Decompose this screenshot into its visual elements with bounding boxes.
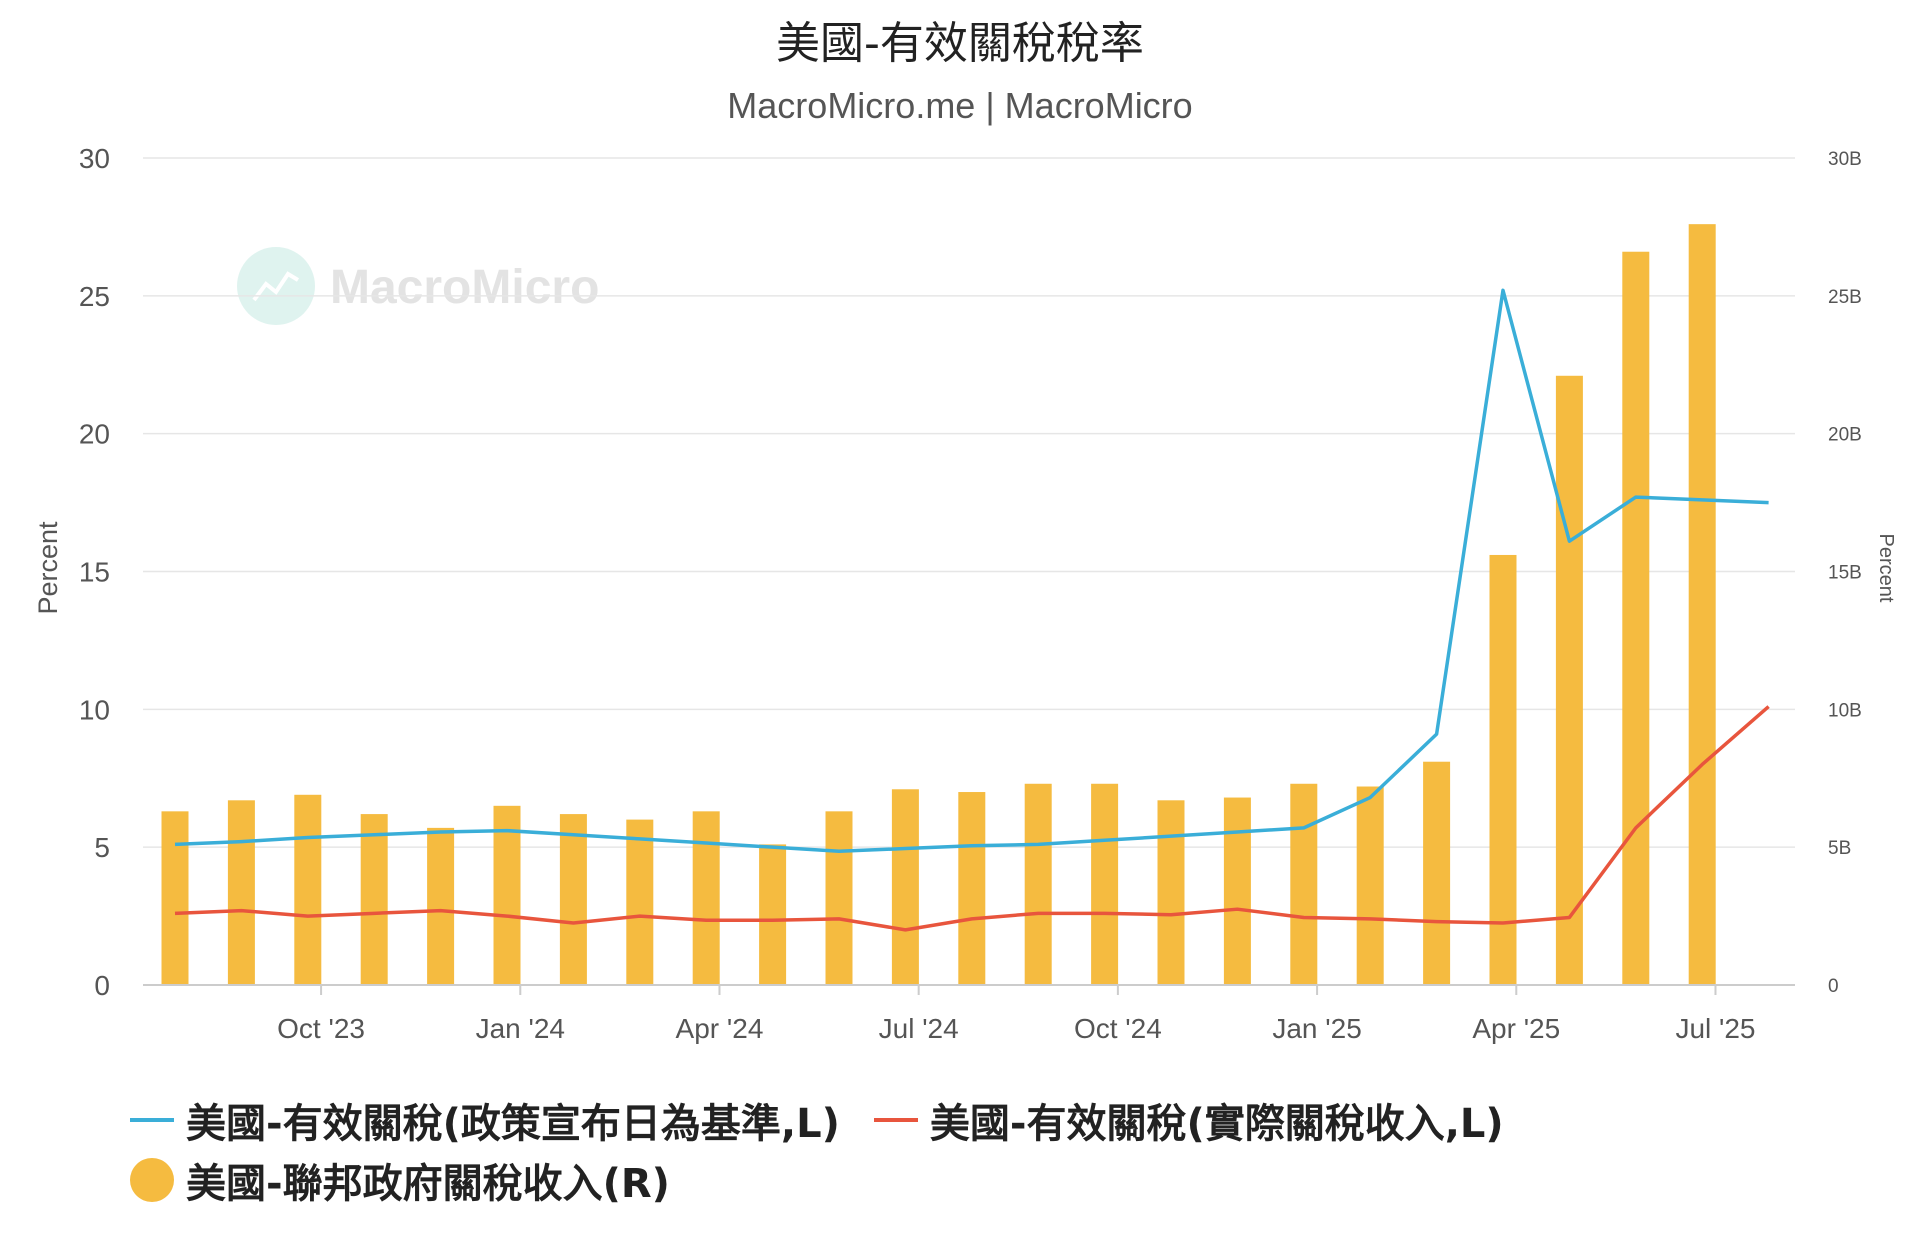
- y-tick-left: 20: [79, 419, 110, 450]
- bar: [360, 814, 388, 985]
- bar: [1024, 783, 1052, 985]
- chart-subtitle: MacroMicro.me | MacroMicro: [727, 85, 1192, 126]
- legend-swatch-actual: [873, 1118, 918, 1122]
- watermark-logo: MacroMicro: [237, 247, 599, 325]
- bar: [1223, 797, 1251, 985]
- bar-series: [161, 224, 1716, 985]
- bar: [1688, 224, 1716, 985]
- bar: [825, 811, 853, 985]
- bar: [1091, 783, 1119, 985]
- x-tick-label: Jan '24: [476, 1013, 565, 1044]
- bar: [1157, 800, 1185, 985]
- y-tick-left: 10: [79, 694, 110, 725]
- bar: [1555, 375, 1583, 985]
- bar: [1489, 554, 1517, 985]
- y-tick-left: 25: [79, 281, 110, 312]
- bar: [1423, 761, 1451, 985]
- legend-label-actual: 美國-有效關稅(實際關稅收入,L): [929, 1101, 1504, 1147]
- watermark-icon: [237, 247, 315, 325]
- x-tick-label: Oct '23: [277, 1013, 365, 1044]
- bar: [161, 811, 189, 985]
- y-tick-left: 0: [94, 970, 110, 1001]
- legend-item-policy[interactable]: 美國-有效關稅(政策宣布日為基準,L): [130, 1091, 840, 1149]
- bar: [294, 794, 322, 985]
- legend-label-policy: 美國-有效關稅(政策宣布日為基準,L): [186, 1101, 840, 1147]
- x-tick-label: Apr '25: [1472, 1013, 1560, 1044]
- legend-swatch-revenue: [130, 1158, 174, 1202]
- y-tick-right: 0: [1828, 976, 1839, 997]
- y-tick-right: 10B: [1828, 700, 1862, 721]
- chart-title: 美國-有效關稅稅率: [776, 18, 1144, 69]
- y-tick-right: 15B: [1828, 563, 1862, 584]
- bar: [958, 792, 986, 985]
- line-series: [174, 288, 1770, 932]
- bar: [227, 800, 255, 985]
- legend-item-actual[interactable]: 美國-有效關稅(實際關稅收入,L): [873, 1091, 1504, 1149]
- bar: [759, 844, 787, 985]
- gridlines: [143, 157, 1795, 848]
- y-axis-right-title: Percent: [1875, 534, 1897, 603]
- x-tick-label: Jan '25: [1272, 1013, 1361, 1044]
- axes: 0 5 10 15 20 25 30 0 5B 10B 15B 20B 25B 30B Oct '23 Jan…: [79, 143, 1862, 1044]
- legend-label-revenue: 美國-聯邦政府關稅收入(R): [186, 1161, 670, 1207]
- bar: [1356, 786, 1384, 985]
- y-tick-right: 25B: [1828, 287, 1862, 308]
- y-tick-right: 20B: [1828, 425, 1862, 446]
- legend: 美國-有效關稅(政策宣布日為基準,L) 美國-有效關稅(實際關稅收入,L) 美國…: [130, 1090, 1830, 1210]
- bar: [1290, 783, 1318, 985]
- series-line: [174, 288, 1769, 854]
- legend-item-revenue[interactable]: 美國-聯邦政府關稅收入(R): [130, 1151, 670, 1209]
- legend-swatch-policy: [130, 1118, 174, 1122]
- x-tick-label: Oct '24: [1074, 1013, 1162, 1044]
- x-tick-label: Jul '24: [879, 1013, 959, 1044]
- series-line: [174, 705, 1770, 932]
- y-tick-left: 5: [94, 832, 110, 863]
- y-tick-left: 30: [79, 143, 110, 174]
- bar: [1622, 251, 1650, 985]
- y-tick-left: 15: [79, 557, 110, 588]
- bar: [891, 789, 919, 985]
- x-tick-label: Jul '25: [1675, 1013, 1755, 1044]
- bar: [427, 827, 455, 985]
- bar: [692, 811, 720, 985]
- bar: [559, 814, 587, 985]
- x-tick-label: Apr '24: [676, 1013, 764, 1044]
- y-axis-left-title: Percent: [33, 521, 63, 615]
- bar: [493, 805, 521, 985]
- watermark-text: MacroMicro: [330, 261, 599, 314]
- y-tick-right: 30B: [1828, 149, 1862, 170]
- bar: [626, 819, 654, 985]
- y-tick-right: 5B: [1828, 838, 1851, 859]
